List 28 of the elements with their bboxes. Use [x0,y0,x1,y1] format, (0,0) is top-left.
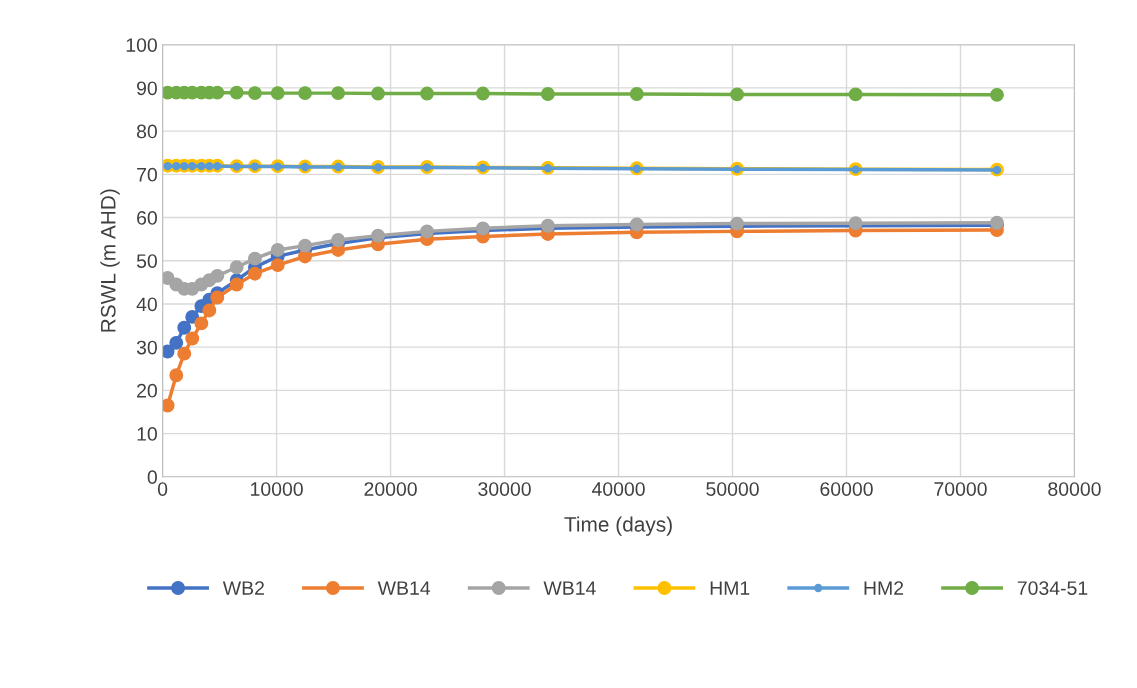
y-tick-label: 20 [137,383,157,398]
y-tick-label: 90 [137,81,157,96]
legend-label: 7034-51 [1017,581,1088,595]
x-axis-title: Time (days) [564,516,672,536]
x-tick-label: 50000 [706,482,759,496]
y-axis-title: RSWL (m AHD) [100,189,120,332]
y-tick-label: 100 [126,38,157,52]
legend-label: HM2 [864,581,904,595]
legend-label: WB2 [222,581,264,595]
x-tick-label: 70000 [934,482,987,496]
y-tick-label: 40 [136,297,157,312]
y-tick-label: 0 [147,470,157,485]
x-tick-label: 10000 [251,482,303,496]
x-tick-label: 80000 [1048,482,1101,496]
y-tick-label: 50 [136,254,157,268]
y-tick-label: 60 [137,211,157,225]
x-tick-label: 60000 [820,482,873,496]
legend-label: WB14 [543,581,596,595]
x-tick-label: 0 [157,482,168,496]
y-tick-label: 70 [137,167,157,182]
y-tick-label: 80 [136,124,157,139]
y-tick-label: 10 [137,427,157,441]
legend-label: WB14 [377,581,431,595]
y-tick-label: 30 [136,340,157,355]
legend-label: HM1 [710,581,750,595]
x-tick-label: 20000 [364,482,417,496]
x-tick-label: 30000 [478,482,531,496]
x-tick-label: 40000 [591,482,645,496]
